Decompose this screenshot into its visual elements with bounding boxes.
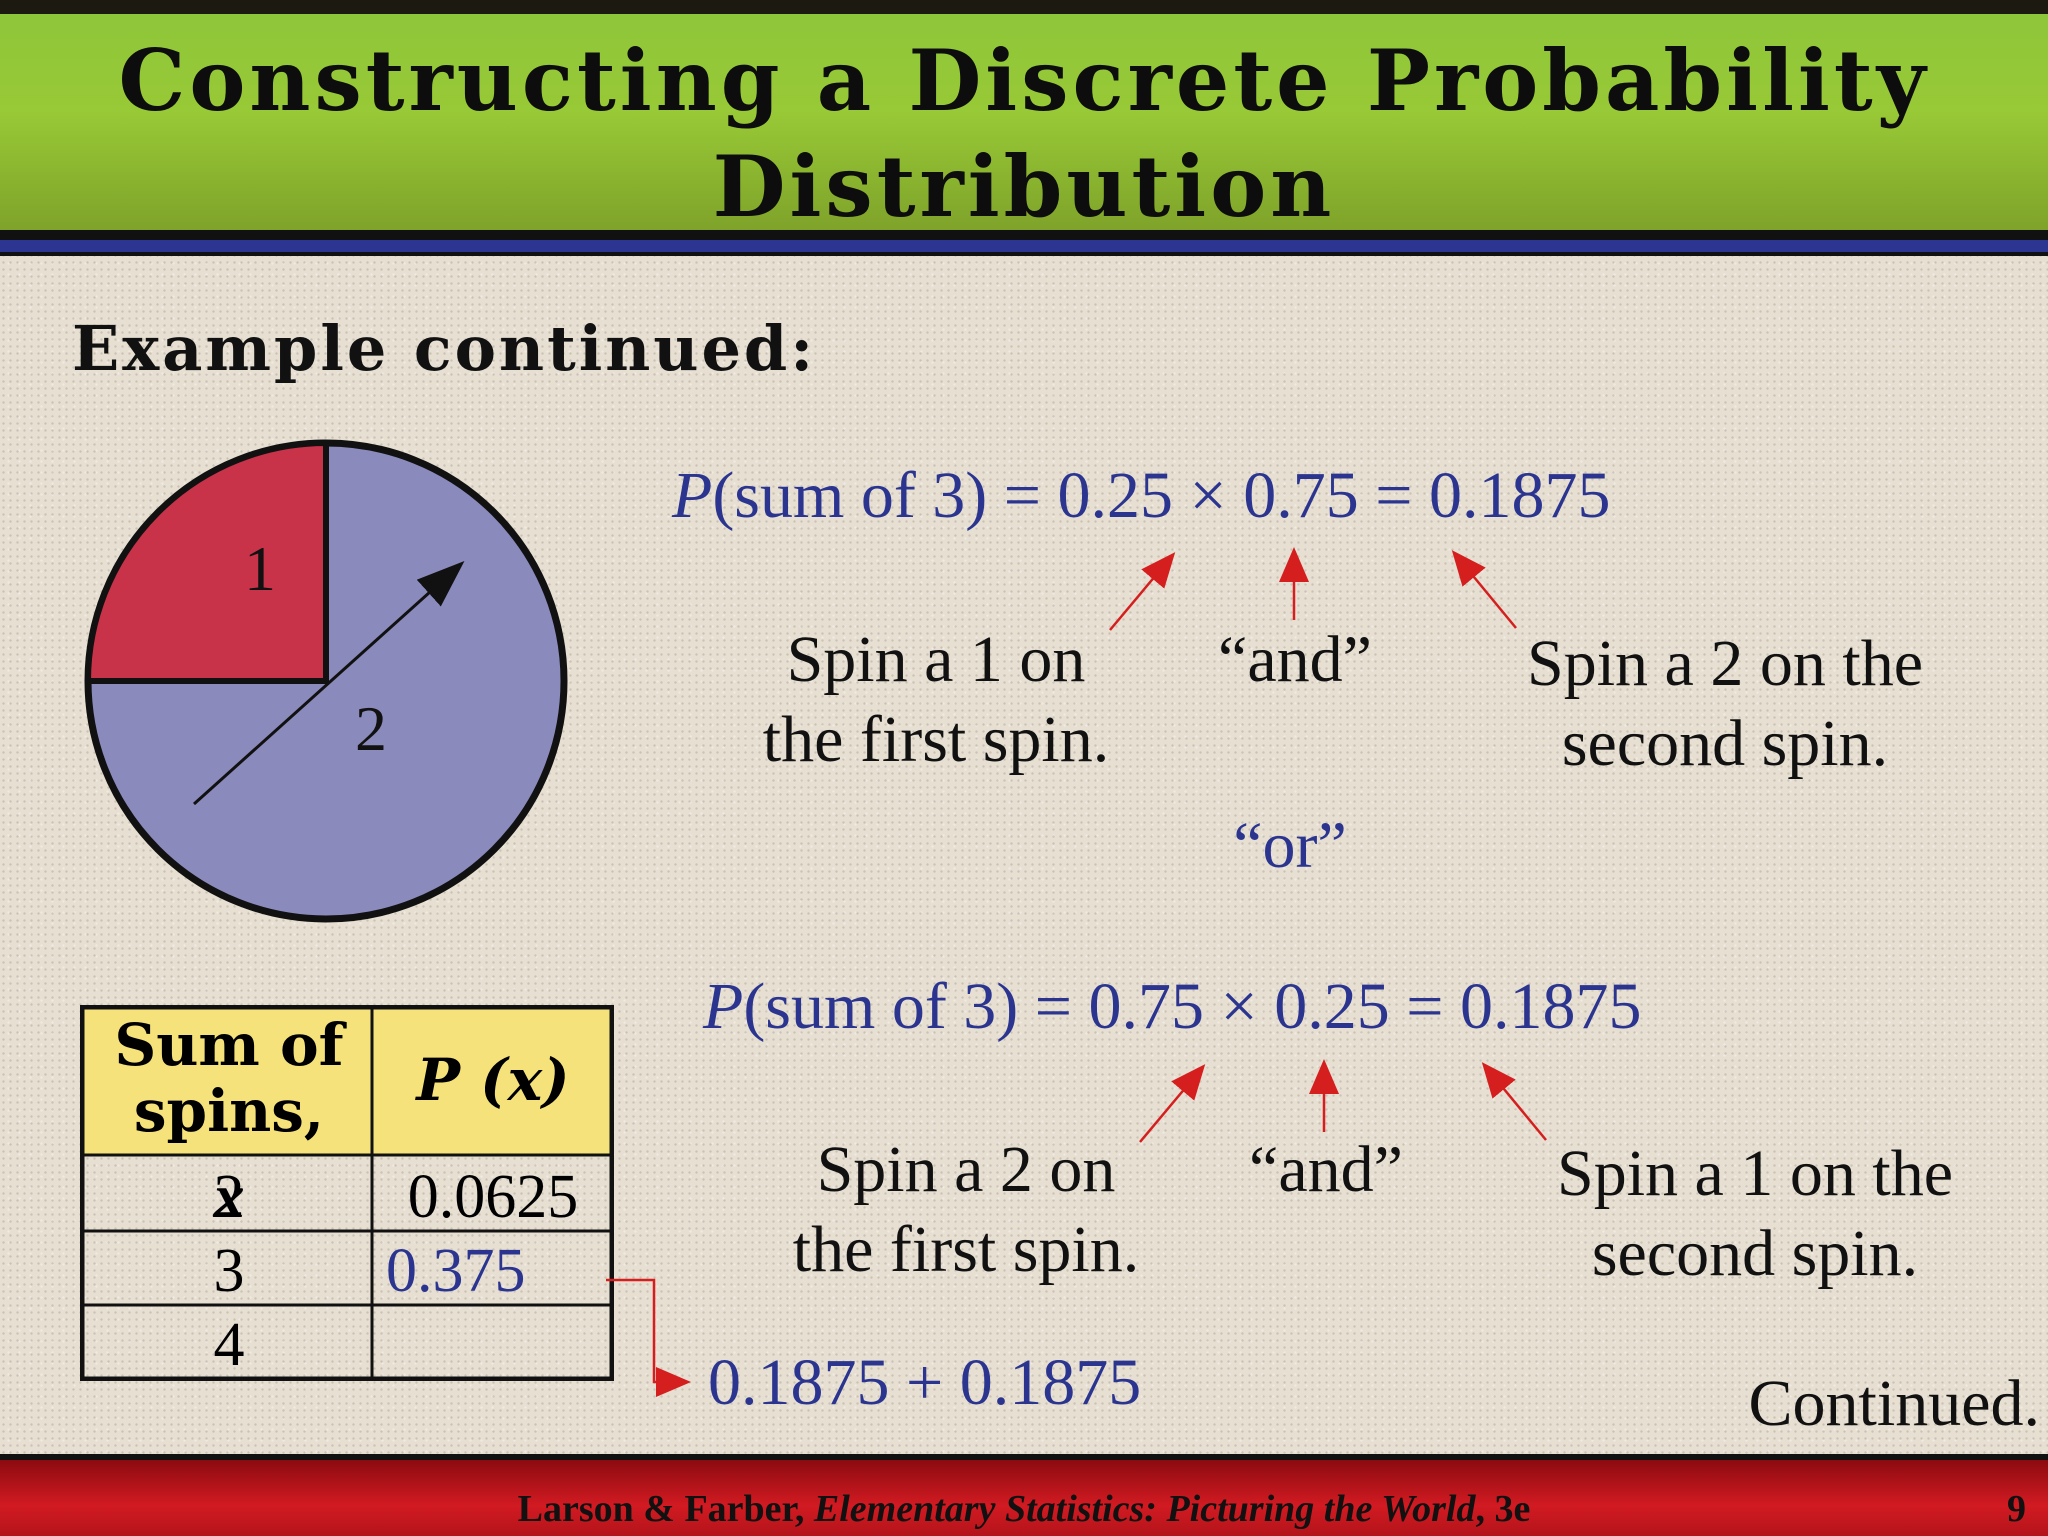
spinner-region-1: [84, 439, 329, 684]
table-row-2-x: 3: [213, 1237, 245, 1305]
top-band: [0, 0, 2048, 14]
equation-2-arrows: [1139, 1059, 1547, 1143]
eq1-note-right-line2: second spin.: [1561, 707, 1889, 780]
table-row-3-x: 4: [213, 1311, 245, 1379]
or-label: “or”: [1233, 809, 1347, 882]
sum-expression: 0.1875 + 0.1875: [708, 1346, 1142, 1419]
subheading: Example continued:: [72, 312, 817, 385]
title-bar: [0, 14, 2048, 230]
footer-bar: [0, 1460, 2048, 1536]
table-header-x-line1: Sum of: [114, 1011, 344, 1079]
equation-2-p: P: [703, 970, 744, 1043]
table-row-2-p: 0.375: [386, 1237, 526, 1305]
eq2-note-left-line1: Spin a 2 on: [816, 1133, 1116, 1206]
page-number: 9: [2007, 1488, 2026, 1530]
title-line-2: Distribution: [712, 137, 1336, 236]
eq2-note-left: Spin a 2 on the first spin.: [746, 1130, 1186, 1290]
eq1-note-left: Spin a 1 on the first spin.: [716, 620, 1156, 780]
eq1-note-right-line1: Spin a 2 on the: [1527, 627, 1923, 700]
footer-citation: Larson & Farber, Elementary Statistics: …: [0, 1487, 2048, 1531]
eq2-note-and: “and”: [1249, 1133, 1403, 1206]
table-row-1-p: 0.0625: [407, 1163, 579, 1231]
table-row-1-x-value: 2: [213, 1163, 245, 1231]
equation-2-text: (sum of 3) = 0.75 × 0.25 = 0.1875: [743, 970, 1642, 1043]
equation-1-p: P: [672, 459, 713, 532]
equation-2: P(sum of 3) = 0.75 × 0.25 = 0.1875: [703, 969, 1641, 1045]
equation-1-arrows: [1109, 547, 1517, 631]
eq2-note-left-line2: the first spin.: [792, 1213, 1140, 1286]
spinner-diagram: 1 2: [84, 439, 568, 923]
spinner-arrow: [192, 560, 465, 806]
eq1-note-left-line2: the first spin.: [762, 703, 1110, 776]
sum-connector-arrow: [606, 1278, 691, 1397]
title-divider-bottom: [0, 252, 2048, 256]
footer-edition: , 3e: [1475, 1488, 1531, 1530]
eq2-note-right-line1: Spin a 1 on the: [1557, 1137, 1953, 1210]
title-divider: [0, 230, 2048, 240]
equation-1: P(sum of 3) = 0.25 × 0.75 = 0.1875: [672, 458, 1610, 534]
slide-title: Constructing a Discrete Probability Dist…: [0, 28, 2048, 240]
table-header-x-variable: x: [213, 1163, 245, 1231]
eq1-note-right: Spin a 2 on the second spin.: [1480, 624, 1970, 784]
probability-table: [80, 1005, 614, 1381]
equation-1-text: (sum of 3) = 0.25 × 0.75 = 0.1875: [712, 459, 1611, 532]
table-header-px: P (x): [416, 1046, 570, 1114]
spinner-label-1: 1: [244, 533, 276, 604]
table-header-x: Sum of spins,: [84, 1012, 374, 1144]
footer-divider: [0, 1454, 2048, 1460]
title-divider-blue: [0, 240, 2048, 252]
footer-book-title: Elementary Statistics: Picturing the Wor…: [813, 1488, 1476, 1530]
title-line-1: Constructing a Discrete Probability: [118, 31, 1930, 130]
spinner-label-2: 2: [355, 693, 387, 764]
eq2-note-right: Spin a 1 on the second spin.: [1510, 1134, 2000, 1294]
continued-label: Continued.: [1748, 1367, 2041, 1440]
eq1-note-and: “and”: [1218, 623, 1372, 696]
eq1-note-left-line1: Spin a 1 on: [786, 623, 1086, 696]
eq2-note-right-line2: second spin.: [1591, 1217, 1919, 1290]
footer-authors: Larson & Farber,: [517, 1488, 814, 1530]
table-header-x-line2: spins,: [133, 1077, 325, 1145]
table-row-1-x: 2 x: [84, 1162, 374, 1233]
